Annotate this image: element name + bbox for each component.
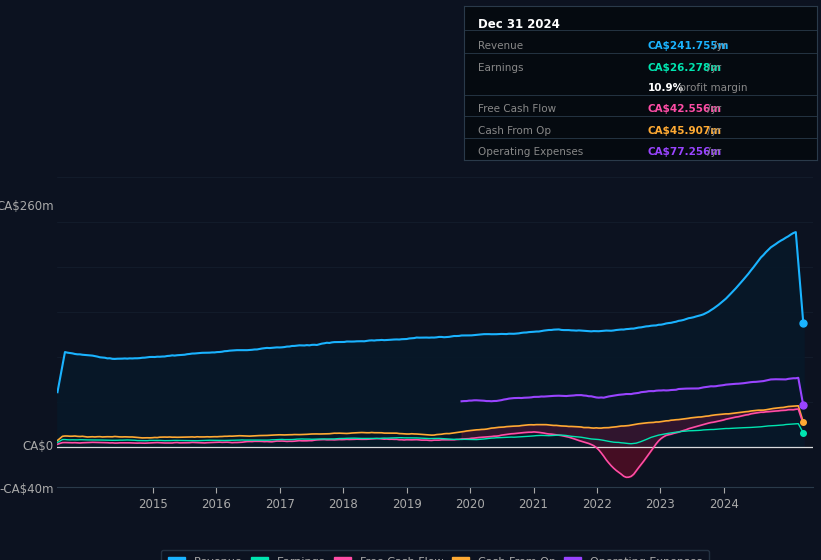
Text: CA$42.556m: CA$42.556m: [648, 104, 722, 114]
Text: CA$45.907m: CA$45.907m: [648, 126, 722, 136]
Text: /yr: /yr: [704, 126, 721, 136]
Text: 10.9%: 10.9%: [648, 83, 684, 92]
Text: -CA$40m: -CA$40m: [0, 483, 53, 496]
Text: /yr: /yr: [704, 104, 721, 114]
Text: Dec 31 2024: Dec 31 2024: [478, 18, 560, 31]
Text: CA$77.256m: CA$77.256m: [648, 147, 722, 157]
Text: CA$241.755m: CA$241.755m: [648, 41, 729, 51]
Text: Cash From Op: Cash From Op: [478, 126, 551, 136]
Text: CA$26.278m: CA$26.278m: [648, 63, 722, 73]
Text: Operating Expenses: Operating Expenses: [478, 147, 583, 157]
Text: /yr: /yr: [709, 41, 727, 51]
Text: Earnings: Earnings: [478, 63, 524, 73]
Text: CA$260m: CA$260m: [0, 200, 53, 213]
Text: CA$0: CA$0: [22, 440, 53, 453]
Text: Free Cash Flow: Free Cash Flow: [478, 104, 556, 114]
Legend: Revenue, Earnings, Free Cash Flow, Cash From Op, Operating Expenses: Revenue, Earnings, Free Cash Flow, Cash …: [161, 550, 709, 560]
Text: /yr: /yr: [704, 63, 721, 73]
Text: profit margin: profit margin: [676, 83, 747, 92]
Text: /yr: /yr: [704, 147, 721, 157]
Text: Revenue: Revenue: [478, 41, 523, 51]
